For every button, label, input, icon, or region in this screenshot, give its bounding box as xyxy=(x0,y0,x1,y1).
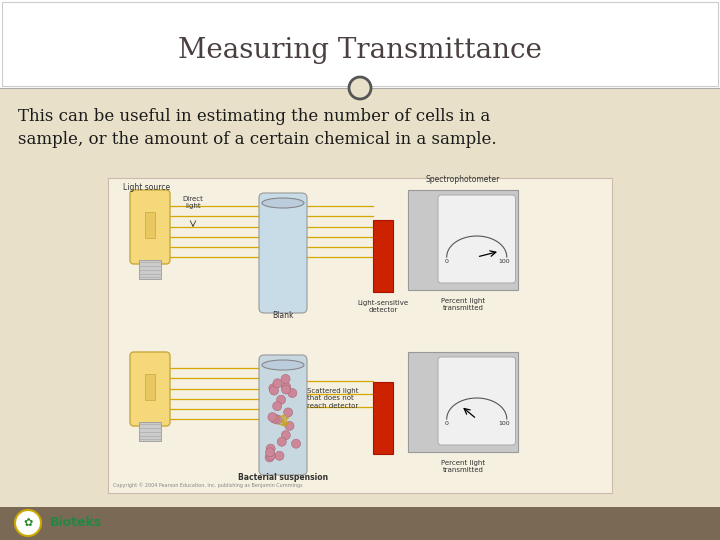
Circle shape xyxy=(281,374,290,383)
Text: Light-sensitive
detector: Light-sensitive detector xyxy=(357,300,408,313)
Text: Copyright © 2004 Pearson Education, Inc. publishing as Benjamin Cummings: Copyright © 2004 Pearson Education, Inc.… xyxy=(113,482,302,488)
Bar xyxy=(373,220,393,292)
Text: 0: 0 xyxy=(445,259,449,264)
Bar xyxy=(373,382,393,454)
Circle shape xyxy=(292,439,300,448)
Circle shape xyxy=(269,386,279,395)
Text: Percent light
transmitted: Percent light transmitted xyxy=(441,298,485,311)
Bar xyxy=(145,374,155,400)
Text: Blank: Blank xyxy=(272,311,294,320)
Text: Light source: Light source xyxy=(123,183,170,192)
Circle shape xyxy=(285,421,294,430)
Text: 100: 100 xyxy=(498,421,510,426)
Text: ✿: ✿ xyxy=(23,518,32,528)
Circle shape xyxy=(265,453,274,462)
Circle shape xyxy=(275,451,284,460)
Circle shape xyxy=(349,77,371,99)
Ellipse shape xyxy=(262,360,304,370)
Bar xyxy=(145,212,155,238)
Circle shape xyxy=(269,384,278,393)
Text: Direct
light: Direct light xyxy=(183,196,204,209)
FancyBboxPatch shape xyxy=(259,193,307,313)
FancyBboxPatch shape xyxy=(130,190,170,264)
Text: Percent light
transmitted: Percent light transmitted xyxy=(441,460,485,473)
Circle shape xyxy=(284,408,292,417)
Circle shape xyxy=(273,379,282,388)
FancyBboxPatch shape xyxy=(259,355,307,475)
Ellipse shape xyxy=(262,198,304,208)
Text: Spectrophotometer: Spectrophotometer xyxy=(426,175,500,184)
Text: Bacterial suspension: Bacterial suspension xyxy=(238,473,328,482)
Bar xyxy=(139,422,161,441)
Circle shape xyxy=(282,431,290,440)
Circle shape xyxy=(288,389,297,397)
Text: Bioteks: Bioteks xyxy=(50,516,102,530)
Circle shape xyxy=(266,444,275,453)
Circle shape xyxy=(268,413,277,422)
FancyBboxPatch shape xyxy=(438,357,516,445)
Text: Measuring Transmittance: Measuring Transmittance xyxy=(178,37,542,64)
Circle shape xyxy=(273,415,282,424)
Circle shape xyxy=(282,385,290,394)
Bar xyxy=(108,178,612,493)
Circle shape xyxy=(273,402,282,410)
Bar xyxy=(408,352,518,452)
Text: 100: 100 xyxy=(498,259,510,264)
Text: This can be useful in estimating the number of cells in a
sample, or the amount : This can be useful in estimating the num… xyxy=(18,108,497,148)
Circle shape xyxy=(276,395,286,404)
Circle shape xyxy=(270,414,279,423)
Circle shape xyxy=(15,510,41,536)
Bar xyxy=(139,260,161,279)
Circle shape xyxy=(282,382,291,392)
Text: Scattered light
that does not
reach detector: Scattered light that does not reach dete… xyxy=(307,388,359,408)
Circle shape xyxy=(266,451,275,460)
FancyBboxPatch shape xyxy=(130,352,170,426)
Text: 0: 0 xyxy=(445,421,449,426)
Bar xyxy=(408,190,518,290)
Bar xyxy=(0,507,720,540)
Circle shape xyxy=(266,448,274,457)
Bar xyxy=(2,2,718,86)
Circle shape xyxy=(277,437,287,446)
Bar xyxy=(0,0,720,88)
FancyBboxPatch shape xyxy=(438,195,516,283)
